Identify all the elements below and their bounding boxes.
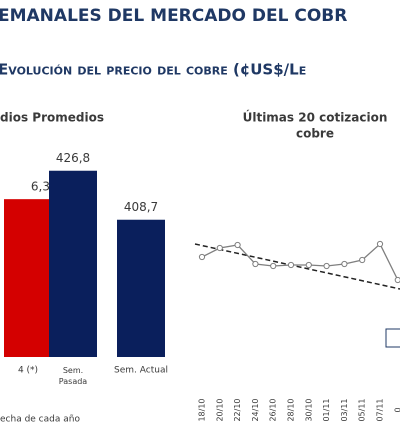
price-point — [234, 241, 241, 249]
footnote: echa de cada año — [0, 415, 80, 425]
x-tick-label: 07/11 — [376, 398, 385, 421]
line-chart-title: cobre — [296, 127, 334, 141]
price-point — [376, 240, 384, 248]
bar — [4, 199, 52, 357]
bar — [117, 219, 165, 357]
x-tick-label: 28/10 — [287, 398, 296, 421]
price-point — [198, 253, 206, 261]
page-subtitle: Evolución del precio del cobre (¢US$/Le — [0, 61, 306, 79]
price-line — [201, 242, 399, 281]
value-label: 6,3 — [31, 180, 50, 194]
x-tick-label: Sem. Pasada — [59, 366, 88, 386]
x-tick-label: 26/10 — [269, 398, 278, 421]
page-title: EMANALES DEL MERCADO DEL COBR — [0, 6, 347, 26]
price-point — [359, 256, 366, 264]
x-tick-label: 0 — [393, 407, 400, 412]
price-point — [287, 261, 295, 269]
price-point — [270, 262, 277, 270]
bar — [49, 170, 97, 357]
price-point — [341, 260, 348, 268]
x-tick-label: 01/11 — [322, 398, 331, 421]
price-point — [305, 261, 312, 269]
x-tick-label: 24/10 — [251, 398, 260, 421]
price-point — [216, 244, 223, 252]
trend-line — [194, 243, 400, 290]
line-chart-title: Últimas 20 cotizacion — [243, 110, 388, 125]
x-tick-label: 22/10 — [233, 398, 242, 421]
value-label: 426,8 — [56, 151, 90, 165]
legend-box — [385, 328, 400, 348]
value-label: 408,7 — [124, 200, 158, 214]
price-point — [394, 276, 400, 284]
x-tick-label: 03/11 — [340, 398, 349, 421]
x-tick-label: 05/11 — [358, 398, 367, 421]
x-tick-label: 18/10 — [198, 398, 207, 421]
x-tick-label: 20/10 — [215, 398, 224, 421]
x-tick-label: Sem. Actual — [114, 366, 168, 376]
x-tick-label: 30/10 — [304, 398, 313, 421]
price-point — [252, 260, 259, 268]
x-tick-label: 4 (*) — [18, 366, 38, 376]
bar-chart-title: dios Promedios — [0, 111, 104, 125]
price-point — [323, 262, 330, 270]
